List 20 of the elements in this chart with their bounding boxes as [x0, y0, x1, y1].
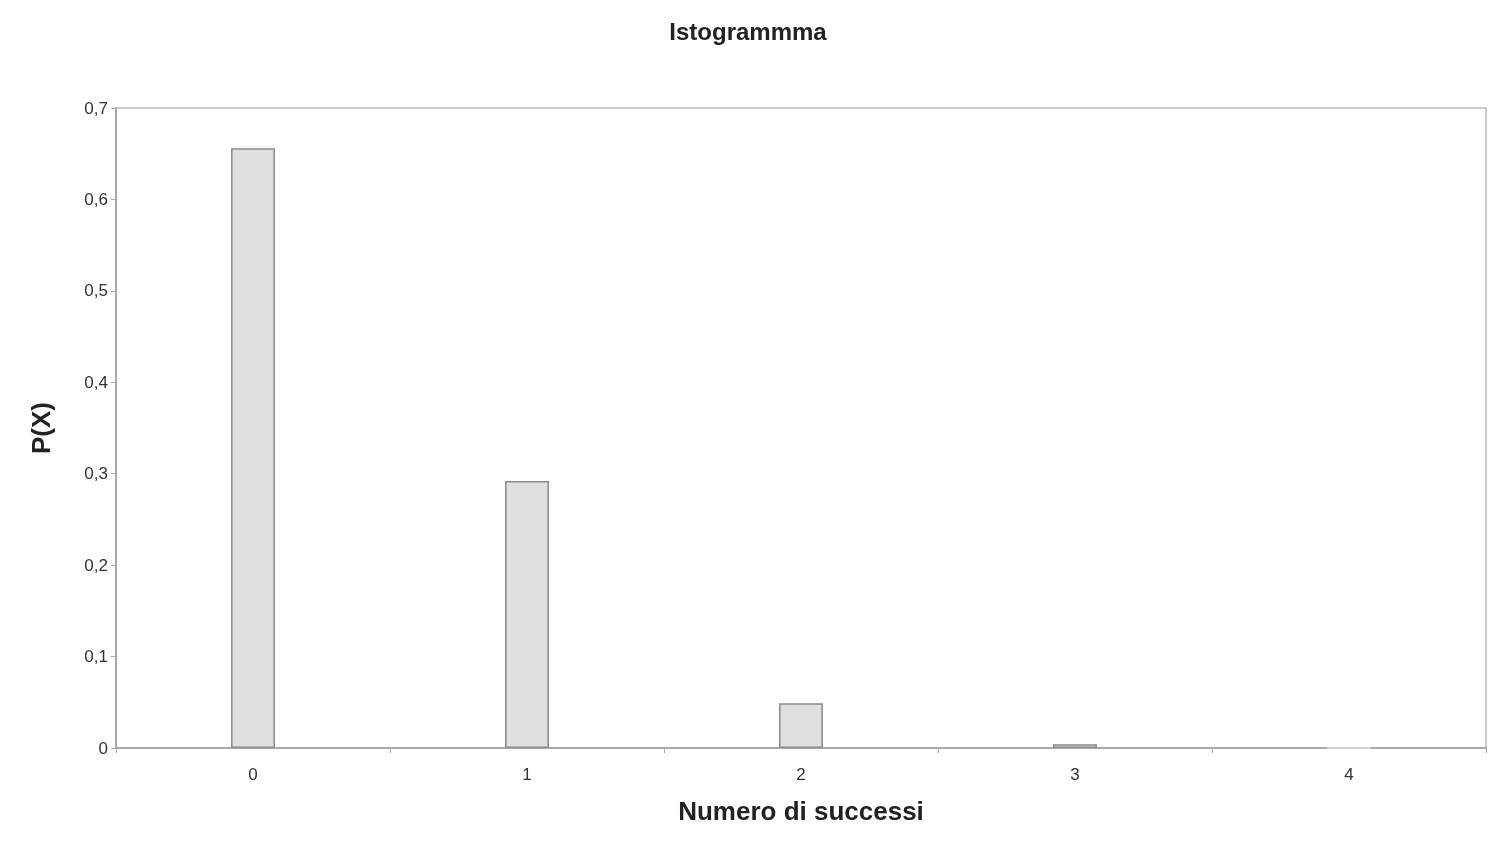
- y-tick-label: 0,6: [84, 189, 108, 209]
- y-tick-label: 0,5: [84, 281, 108, 301]
- y-tick-label: 0,1: [84, 647, 108, 667]
- y-tick-label: 0: [98, 738, 108, 758]
- bar: [231, 148, 275, 748]
- y-tick-label: 0,4: [84, 372, 108, 392]
- x-tick-label: 1: [522, 765, 532, 784]
- x-tick-label: 0: [248, 765, 258, 784]
- bar: [1053, 744, 1097, 748]
- chart-title: Istogrammma: [669, 17, 828, 45]
- x-tick-label: 4: [1344, 765, 1354, 784]
- y-tick-label: 0,2: [84, 555, 108, 575]
- y-axis-title: P(X): [26, 402, 56, 454]
- x-tick-label: 2: [796, 765, 806, 784]
- x-tick-label: 3: [1070, 765, 1080, 784]
- y-tick-label: 0,3: [84, 464, 108, 484]
- y-tick-label: 0,7: [84, 98, 108, 118]
- bar: [779, 703, 823, 748]
- bar: [505, 481, 549, 748]
- x-axis-title: Numero di successi: [678, 796, 924, 826]
